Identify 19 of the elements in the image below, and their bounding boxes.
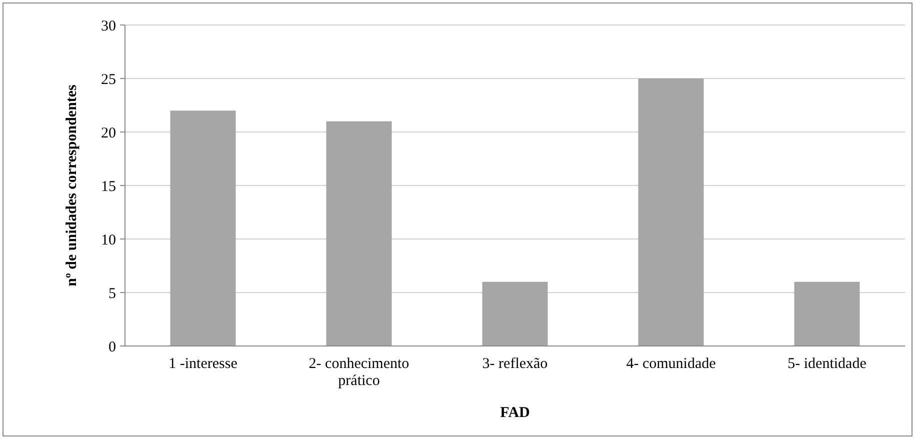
x-tick-label: 4- comunidade — [626, 356, 716, 372]
bar — [326, 121, 392, 346]
y-tick-label: 5 — [108, 286, 116, 302]
y-tick-label: 25 — [101, 72, 116, 88]
y-tick-label: 20 — [101, 125, 116, 142]
x-tick-label: 3- reflexão — [482, 356, 548, 372]
bar — [794, 282, 860, 346]
y-tick-label: 10 — [101, 232, 116, 248]
x-axis-title: FAD — [500, 405, 530, 421]
y-axis-title: nº de unidades correspondentes — [64, 84, 80, 286]
y-tick-label: 0 — [108, 339, 116, 356]
bar — [170, 110, 236, 346]
x-tick-label: 2- conhecimento prático — [308, 356, 410, 389]
x-tick-label: 5- identidade — [788, 356, 867, 372]
y-tick-label: 30 — [101, 18, 116, 34]
y-tick-label: 15 — [101, 178, 116, 195]
x-tick-label: 1 -interesse — [168, 356, 238, 372]
bar — [482, 282, 548, 346]
bar — [638, 78, 704, 346]
